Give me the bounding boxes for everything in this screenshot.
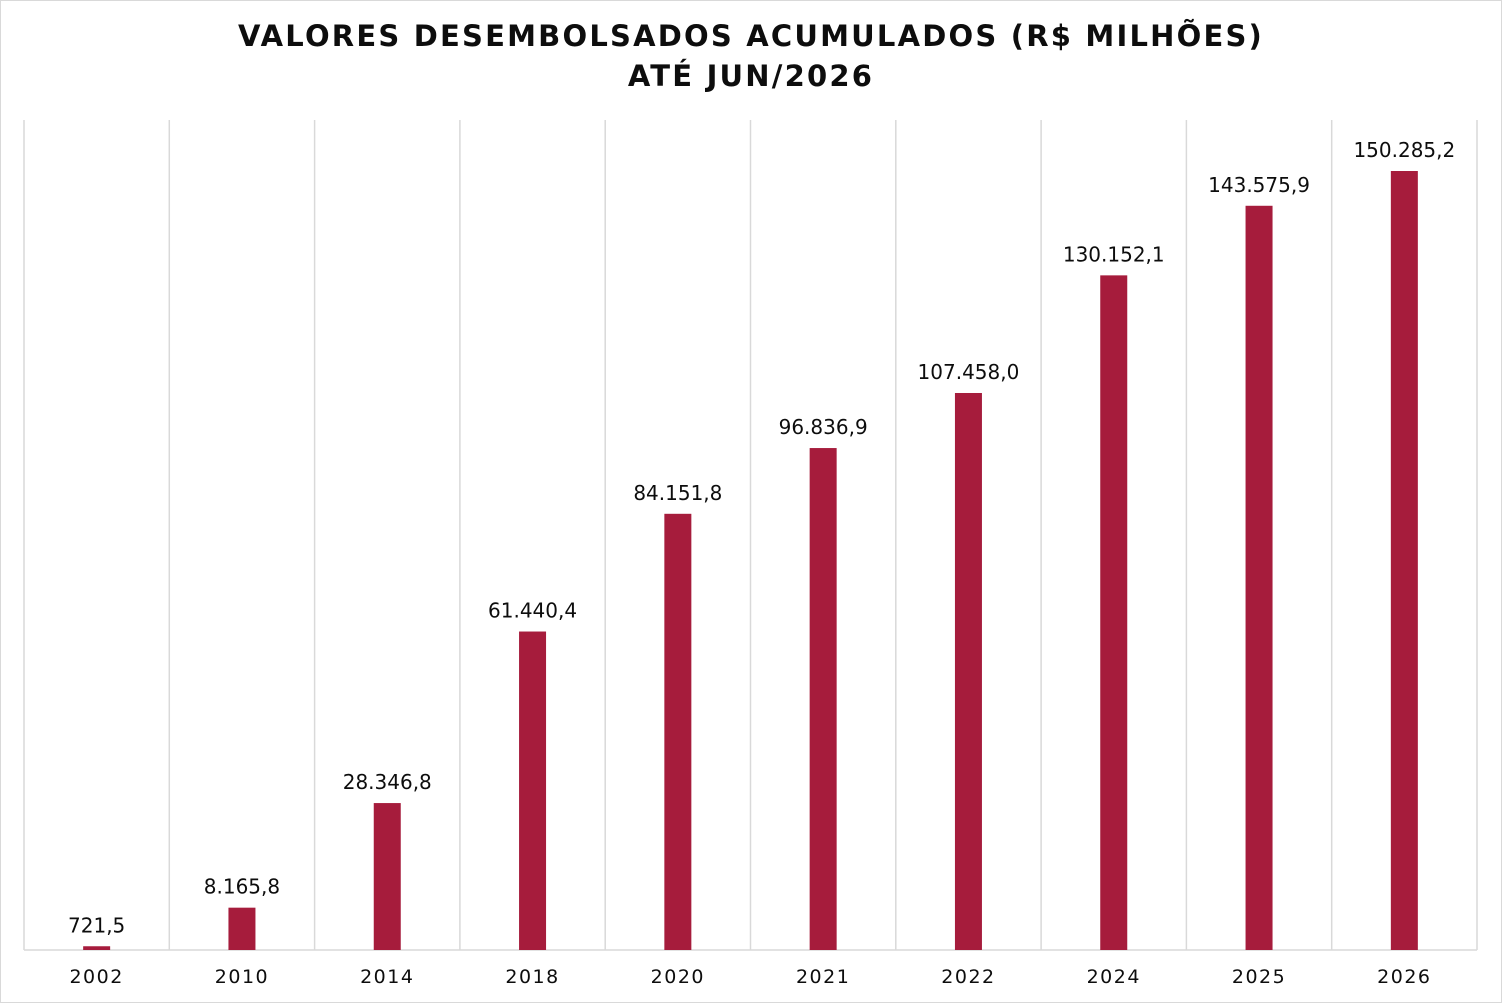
- data-label-2014: 28.346,8: [343, 770, 432, 794]
- x-tick-label-2022: 2022: [941, 966, 995, 988]
- grid-layer: [23, 120, 1478, 951]
- x-axis-tick-layer: 2002 2010 2014 2018 2020 2021 2022 2024 2025 2026: [69, 966, 1431, 988]
- bar-2018: [519, 631, 547, 950]
- bar-2022: [954, 392, 982, 950]
- data-label-2025: 143.575,9: [1208, 173, 1310, 197]
- bar-2021: [809, 448, 837, 950]
- chart-title-line: VALORES DESEMBOLSADOS ACUMULADOS (R$ MIL…: [237, 19, 1265, 53]
- chart-title: VALORES DESEMBOLSADOS ACUMULADOS (R$ MIL…: [0, 16, 1502, 96]
- x-tick-label-2002: 2002: [69, 966, 123, 988]
- bar-2010: [228, 907, 256, 950]
- bar-2020: [664, 513, 692, 950]
- x-tick-label-2025: 2025: [1232, 966, 1286, 988]
- bar-layer: [83, 171, 1418, 950]
- x-tick-label-2014: 2014: [360, 966, 414, 988]
- bar-2014: [373, 803, 401, 950]
- data-label-layer: 721,5 8.165,8 28.346,8 61.440,4 84.151,8 96.8…: [68, 138, 1455, 937]
- x-tick-label-2010: 2010: [215, 966, 269, 988]
- x-tick-label-2018: 2018: [505, 966, 559, 988]
- x-tick-label-2024: 2024: [1087, 966, 1141, 988]
- x-tick-label-2020: 2020: [651, 966, 705, 988]
- x-tick-label-2026: 2026: [1377, 966, 1431, 988]
- data-label-2002: 721,5: [68, 913, 125, 937]
- bar-2024: [1100, 275, 1128, 950]
- data-label-2018: 61.440,4: [488, 599, 577, 623]
- data-label-2021: 96.836,9: [779, 415, 868, 439]
- bar-2026: [1390, 171, 1418, 950]
- data-label-2026: 150.285,2: [1353, 138, 1455, 162]
- data-label-2020: 84.151,8: [633, 481, 722, 505]
- x-tick-label-2021: 2021: [796, 966, 850, 988]
- data-label-2010: 8.165,8: [204, 875, 280, 899]
- bar-2002: [83, 946, 111, 950]
- data-label-2022: 107.458,0: [918, 360, 1020, 384]
- data-label-2024: 130.152,1: [1063, 242, 1165, 266]
- chart-subtitle-line: ATÉ JUN/2026: [627, 59, 875, 93]
- bar-2025: [1245, 205, 1273, 950]
